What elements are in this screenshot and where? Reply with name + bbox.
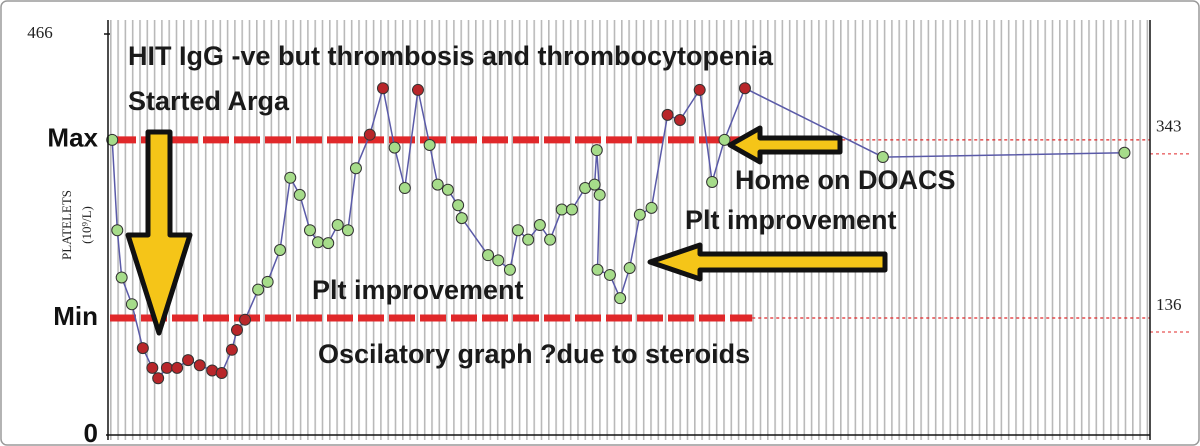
data-point [614,292,627,305]
data-point [171,361,184,374]
data-point [398,182,411,195]
data-point [693,83,706,96]
data-point [193,359,206,372]
data-point [645,201,658,214]
data-point [411,83,424,96]
data-point [590,144,603,157]
data-point [673,114,686,127]
data-point [322,237,335,250]
data-point [331,219,344,232]
y-axis-title: PLATELETS [59,190,74,260]
data-point [388,141,401,154]
data-point [152,372,165,385]
data-point [633,208,646,221]
left-arrow [647,242,888,282]
data-point [591,263,604,276]
data-point [431,178,444,191]
annotation: Started Arga [128,86,290,116]
data-point [136,342,149,355]
annotation: Home on DOACS [735,165,956,195]
data-point [146,361,159,374]
y-axis-unit: (10⁹/L) [79,206,94,244]
day-stripes [110,20,1150,440]
data-point [455,212,468,225]
data-point [230,324,243,337]
data-point [160,361,173,374]
data-point [876,151,889,164]
data-point [738,82,751,95]
data-point [303,224,316,237]
down-arrow [125,129,193,336]
data-point [706,176,719,189]
data-point [544,233,557,246]
y2-tick-label: 136 [1156,295,1182,314]
y2-tick-label: 343 [1156,117,1182,136]
data-point [225,343,238,356]
y-tick-label: 0 [84,418,98,446]
series-line [111,87,1125,380]
data-point [349,162,362,175]
data-point [482,249,495,262]
data-point [423,139,436,152]
data-point [588,178,601,191]
y-tick-label: Min [53,301,98,331]
data-point [661,108,674,121]
data-point [182,354,195,367]
data-point [125,298,138,311]
data-point [284,171,297,184]
data-point [718,133,731,146]
data-point [533,219,546,232]
data-point [376,82,389,95]
data-point [555,203,568,216]
data-point [593,188,606,201]
data-point [115,271,128,284]
data-point [492,254,505,267]
data-point [239,313,252,326]
data-point [511,224,524,237]
annotation: Plt improvement [685,205,897,235]
data-point [452,199,465,212]
data-point [252,283,265,296]
data-point [1118,146,1131,159]
annotation: Plt improvement [312,275,524,305]
y-tick-label: 466 [27,23,53,42]
data-point [522,233,535,246]
data-point [215,367,228,380]
data-point [293,188,306,201]
left-arrow [727,125,843,165]
data-point [111,224,124,237]
data-point [312,236,324,249]
annotation: Oscilatory graph ?due to steroids [318,339,750,369]
data-point [341,224,354,237]
data-point [363,128,376,141]
data-point [603,268,616,281]
annotation: HIT IgG -ve but thrombosis and thrombocy… [128,41,774,71]
data-point [274,243,287,256]
data-point [106,133,119,146]
data-point [441,183,454,196]
arrows [125,125,888,336]
data-point [623,262,636,275]
y-tick-label: Max [47,123,98,153]
data-point [503,263,516,276]
data-point [565,203,578,216]
data-point [261,275,274,288]
